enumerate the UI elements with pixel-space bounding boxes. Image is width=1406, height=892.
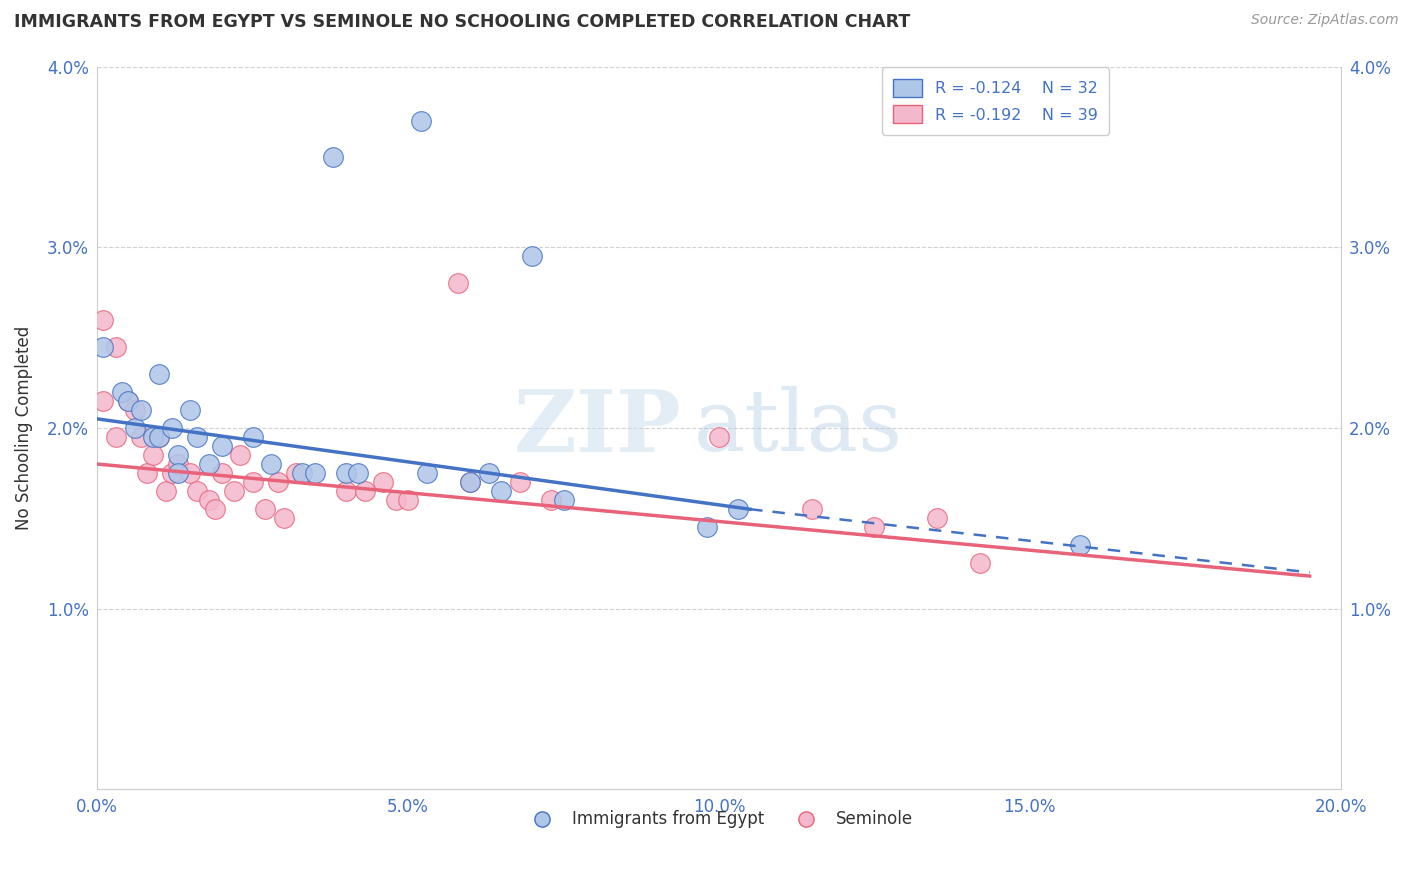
Point (242, 475, 264, 489)
Text: ZIP: ZIP (513, 386, 682, 470)
Point (129, 402, 152, 417)
Point (198, 457, 221, 471)
Point (1069, 538, 1091, 552)
Point (353, 484, 375, 499)
Point (117, 393, 139, 408)
Point (167, 457, 190, 471)
Point (186, 430, 208, 444)
Point (969, 557, 991, 571)
Text: Source: ZipAtlas.com: Source: ZipAtlas.com (1251, 13, 1399, 28)
Point (93, 312, 115, 326)
Legend: Immigrants from Egypt, Seminole: Immigrants from Egypt, Seminole (519, 804, 920, 835)
Point (447, 277, 470, 291)
Point (155, 484, 177, 499)
Point (129, 430, 152, 444)
Point (322, 150, 344, 164)
Point (148, 430, 170, 444)
Point (801, 502, 824, 516)
Point (540, 493, 562, 508)
Point (148, 367, 170, 381)
Point (285, 466, 308, 480)
Point (409, 113, 432, 128)
Point (727, 502, 749, 516)
Point (160, 421, 183, 435)
Point (124, 421, 146, 435)
Point (416, 466, 439, 480)
Point (148, 430, 170, 444)
Point (509, 475, 531, 489)
Point (93, 393, 115, 408)
Point (522, 249, 544, 263)
Point (179, 402, 201, 417)
Point (260, 457, 283, 471)
Point (373, 475, 395, 489)
Point (222, 484, 245, 499)
Point (179, 466, 201, 480)
Point (266, 475, 288, 489)
Point (104, 430, 127, 444)
Point (142, 448, 165, 462)
Text: IMMIGRANTS FROM EGYPT VS SEMINOLE NO SCHOOLING COMPLETED CORRELATION CHART: IMMIGRANTS FROM EGYPT VS SEMINOLE NO SCH… (14, 13, 910, 31)
Point (335, 484, 357, 499)
Point (384, 493, 406, 508)
Point (242, 430, 264, 444)
Point (167, 466, 190, 480)
Point (211, 466, 233, 480)
Point (863, 520, 886, 534)
Point (136, 466, 159, 480)
Point (93, 340, 115, 354)
Point (111, 384, 134, 399)
Point (478, 466, 501, 480)
Y-axis label: No Schooling Completed: No Schooling Completed (15, 326, 32, 530)
Point (142, 430, 165, 444)
Point (458, 475, 481, 489)
Point (335, 466, 357, 480)
Point (124, 402, 146, 417)
Point (304, 466, 326, 480)
Point (491, 484, 513, 499)
Point (347, 466, 370, 480)
Point (160, 466, 183, 480)
Point (707, 430, 730, 444)
Point (117, 393, 139, 408)
Point (229, 448, 252, 462)
Point (167, 448, 190, 462)
Point (211, 439, 233, 453)
Text: atlas: atlas (695, 386, 903, 469)
Point (204, 502, 226, 516)
Point (695, 520, 717, 534)
Point (925, 511, 948, 525)
Point (273, 511, 295, 525)
Point (254, 502, 277, 516)
Point (458, 475, 481, 489)
Point (198, 493, 221, 508)
Point (553, 493, 575, 508)
Point (291, 466, 314, 480)
Point (396, 493, 419, 508)
Point (186, 484, 208, 499)
Point (104, 340, 127, 354)
